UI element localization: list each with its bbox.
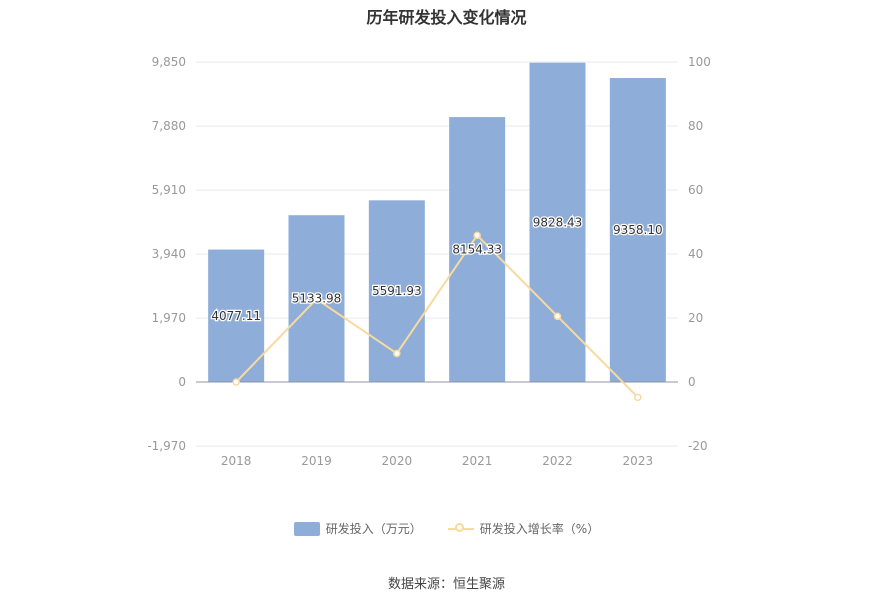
x-tick-label: 2018 xyxy=(221,454,252,468)
x-tick-label: 2022 xyxy=(542,454,573,468)
bar-value-label: 8154.33 xyxy=(452,243,502,257)
growth-point xyxy=(473,231,481,240)
x-tick-label: 2019 xyxy=(301,454,332,468)
bar xyxy=(208,249,265,382)
growth-point xyxy=(393,349,401,358)
legend-bar-label: 研发投入（万元） xyxy=(325,522,422,536)
x-tick-label: 2021 xyxy=(462,454,493,468)
chart-title: 历年研发投入变化情况 xyxy=(366,8,527,27)
legend-item-line[interactable]: 研发投入增长率（%） xyxy=(447,520,600,537)
y-left-tick-label: 7,880 xyxy=(152,119,186,133)
growth-point xyxy=(232,378,240,386)
bar-value-label: 5591.93 xyxy=(372,284,422,298)
legend-line-swatch xyxy=(447,522,474,536)
legend-item-bar[interactable]: 研发投入（万元） xyxy=(293,520,422,537)
growth-point xyxy=(634,393,642,402)
y-right-tick-label: 100 xyxy=(688,55,711,69)
data-source-note: 数据来源：恒生聚源 xyxy=(387,577,505,592)
y-right-tick-label: 40 xyxy=(688,247,703,261)
growth-line xyxy=(235,233,639,399)
y-left-tick-label: 9,850 xyxy=(152,55,186,69)
legend-line-label: 研发投入增长率（%） xyxy=(479,522,600,536)
bar xyxy=(529,62,586,383)
y-right-tick-label: 20 xyxy=(688,311,703,325)
growth-point xyxy=(312,295,321,303)
bar-value-label: 4077.11 xyxy=(211,309,261,323)
y-left-tick-label: 5,910 xyxy=(152,183,186,197)
bar-value-label: 5133.98 xyxy=(292,292,342,306)
bar-value-label: 9828.43 xyxy=(533,215,583,229)
y-right-tick-label: 0 xyxy=(688,375,696,389)
legend-bar-swatch xyxy=(293,521,320,536)
y-left-tick-label: 3,940 xyxy=(152,247,186,261)
growth-point xyxy=(553,312,562,321)
y-right-tick-label: -20 xyxy=(688,439,708,453)
x-tick-label: 2020 xyxy=(382,454,413,468)
bar xyxy=(449,117,506,382)
bar xyxy=(609,77,666,383)
chart-legend: 研发投入（万元） 研发投入增长率（%） xyxy=(0,520,893,537)
y-right-tick-label: 80 xyxy=(688,119,703,133)
bar-value-label: 9358.10 xyxy=(613,223,663,237)
y-left-tick-label: -1,970 xyxy=(147,439,186,453)
x-tick-label: 2023 xyxy=(623,454,654,468)
y-left-tick-label: 0 xyxy=(178,375,186,389)
y-right-tick-label: 60 xyxy=(688,183,703,197)
y-left-tick-label: 1,970 xyxy=(152,311,186,325)
